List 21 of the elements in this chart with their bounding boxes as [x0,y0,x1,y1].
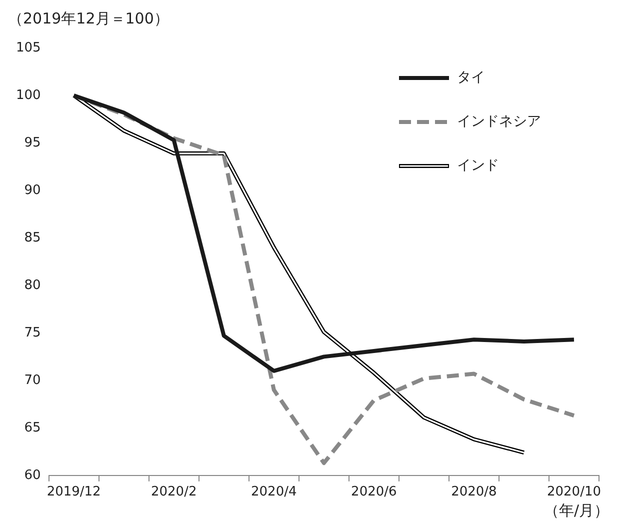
y-tick-label: 100 [16,88,41,103]
y-tick-label: 75 [24,325,41,340]
legend-label: インド [457,158,499,174]
x-tick-label: 2020/6 [351,484,397,500]
y-tick-label: 95 [24,135,41,150]
x-tick-label: 2020/8 [451,484,497,500]
y-tick-label: 60 [24,468,41,483]
y-tick-label: 85 [24,230,41,246]
y-tick-label: 70 [24,372,41,388]
x-tick-label: 2020/10 [546,484,601,500]
y-tick-label: 80 [24,278,41,293]
legend-label: インドネシア [457,114,541,130]
x-tick-label: 2019/12 [46,484,101,500]
y-axis-title: （2019年12月＝100） [8,9,169,28]
x-tick-label: 2020/2 [150,484,197,500]
x-tick-label: 2020/4 [251,484,297,500]
x-axis-title: （年/月） [544,501,609,520]
y-tick-label: 65 [24,420,41,436]
y-tick-label: 105 [16,40,41,56]
y-tick-label: 90 [24,182,41,198]
legend-label: タイ [457,70,485,86]
